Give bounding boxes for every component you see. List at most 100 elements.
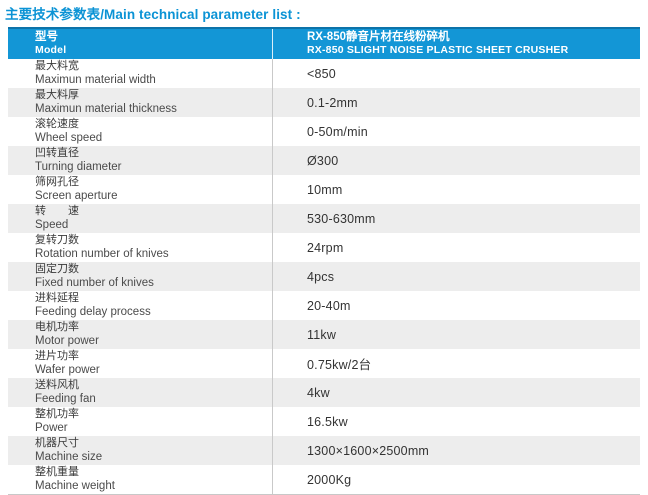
- param-label-en: Speed: [35, 218, 69, 231]
- param-value-cell: 16.5kw: [273, 407, 640, 436]
- header-model-label-cn: 型号: [35, 31, 58, 43]
- param-label-en: Power: [35, 421, 68, 434]
- param-label-cell: 最大料宽 Maximun material width: [8, 59, 273, 88]
- param-value: 16.5kw: [307, 414, 348, 429]
- param-value: Ø300: [307, 153, 339, 168]
- param-label-cell: 机器尺寸 Machine size: [8, 436, 273, 465]
- param-label-cell: 凹转直径 Turning diameter: [8, 146, 273, 175]
- param-value: 10mm: [307, 182, 343, 197]
- header-model-label-cell: 型号 Model: [8, 29, 273, 59]
- page-title: 主要技术参数表/Main technical parameter list :: [5, 7, 301, 22]
- param-label-cell: 电机功率 Motor power: [8, 320, 273, 349]
- param-value-cell: 0-50m/min: [273, 117, 640, 146]
- param-value-cell: 11kw: [273, 320, 640, 349]
- param-value-cell: 530-630mm: [273, 204, 640, 233]
- param-label-cn: 进片功率: [35, 350, 79, 362]
- table-row: 凹转直径 Turning diameter Ø300: [8, 146, 640, 175]
- param-label-cell: 固定刀数 Fixed number of knives: [8, 262, 273, 291]
- param-value-cell: 4pcs: [273, 262, 640, 291]
- param-value: 0.1-2mm: [307, 95, 358, 110]
- param-label-en: Maximun material width: [35, 73, 156, 86]
- param-value-cell: 2000Kg: [273, 465, 640, 494]
- param-label-cn: 最大料厚: [35, 89, 79, 101]
- param-value: 11kw: [307, 327, 337, 342]
- param-value-cell: 10mm: [273, 175, 640, 204]
- param-label-en: Turning diameter: [35, 160, 122, 173]
- param-label-cell: 最大料厚 Maximun material thickness: [8, 88, 273, 117]
- param-label-cell: 进片功率 Wafer power: [8, 349, 273, 378]
- param-label-cell: 进料延程 Feeding delay process: [8, 291, 273, 320]
- table-row: 进料延程 Feeding delay process 20-40m: [8, 291, 640, 320]
- param-value: <850: [307, 66, 336, 81]
- param-label-cn: 整机功率: [35, 408, 79, 420]
- param-value-cell: 0.1-2mm: [273, 88, 640, 117]
- param-label-cn: 转 速: [35, 205, 79, 217]
- param-value: 1300×1600×2500mm: [307, 443, 430, 458]
- table-row: 整机功率 Power 16.5kw: [8, 407, 640, 436]
- param-label-en: Machine size: [35, 450, 103, 463]
- param-value-cell: <850: [273, 59, 640, 88]
- table-row: 送料风机 Feeding fan 4kw: [8, 378, 640, 407]
- param-value: 24rpm: [307, 240, 344, 255]
- param-value-cell: 24rpm: [273, 233, 640, 262]
- header-model-value-en: RX-850 SLIGHT NOISE PLASTIC SHEET CRUSHE…: [307, 44, 569, 56]
- param-value-cell: 4kw: [273, 378, 640, 407]
- param-label-en: Wafer power: [35, 363, 100, 376]
- param-value: 0.75kw/2台: [307, 358, 372, 372]
- param-label-cell: 筛网孔径 Screen aperture: [8, 175, 273, 204]
- param-label-cn: 复转刀数: [35, 234, 79, 246]
- param-label-cell: 滚轮速度 Wheel speed: [8, 117, 273, 146]
- param-label-cn: 筛网孔径: [35, 176, 79, 188]
- param-label-en: Motor power: [35, 334, 99, 347]
- table-header-row: 型号 Model RX-850静音片材在线粉碎机 RX-850 SLIGHT N…: [8, 27, 640, 59]
- table-row: 最大料宽 Maximun material width <850: [8, 59, 640, 88]
- table-row: 进片功率 Wafer power 0.75kw/2台: [8, 349, 640, 378]
- table-row: 复转刀数 Rotation number of knives 24rpm: [8, 233, 640, 262]
- param-value: 0-50m/min: [307, 124, 368, 139]
- table-row: 电机功率 Motor power 11kw: [8, 320, 640, 349]
- table-row: 滚轮速度 Wheel speed 0-50m/min: [8, 117, 640, 146]
- param-label-cn: 最大料宽: [35, 60, 79, 72]
- header-model-value-cell: RX-850静音片材在线粉碎机 RX-850 SLIGHT NOISE PLAS…: [273, 29, 640, 59]
- param-label-cell: 转 速 Speed: [8, 204, 273, 233]
- param-value: 2000Kg: [307, 472, 352, 487]
- param-label-en: Maximun material thickness: [35, 102, 177, 115]
- parameter-table: 型号 Model RX-850静音片材在线粉碎机 RX-850 SLIGHT N…: [8, 27, 640, 495]
- param-label-cell: 送料风机 Feeding fan: [8, 378, 273, 407]
- param-value: 4kw: [307, 385, 330, 400]
- param-value-cell: 20-40m: [273, 291, 640, 320]
- header-model-label-en: Model: [35, 44, 67, 56]
- param-value-cell: Ø300: [273, 146, 640, 175]
- param-label-cn: 机器尺寸: [35, 437, 79, 449]
- param-label-en: Feeding fan: [35, 392, 96, 405]
- param-label-cell: 复转刀数 Rotation number of knives: [8, 233, 273, 262]
- param-label-cn: 电机功率: [35, 321, 79, 333]
- param-value-cell: 1300×1600×2500mm: [273, 436, 640, 465]
- param-value-cell: 0.75kw/2台: [273, 349, 640, 378]
- param-value: 530-630mm: [307, 211, 376, 226]
- param-label-cn: 送料风机: [35, 379, 79, 391]
- param-label-cell: 整机重量 Machine weight: [8, 465, 273, 494]
- param-label-cn: 滚轮速度: [35, 118, 79, 130]
- table-body: 最大料宽 Maximun material width <850 最大料厚 Ma…: [8, 59, 640, 495]
- param-label-en: Feeding delay process: [35, 305, 151, 318]
- table-row: 固定刀数 Fixed number of knives 4pcs: [8, 262, 640, 291]
- param-label-en: Screen aperture: [35, 189, 118, 202]
- table-row: 最大料厚 Maximun material thickness 0.1-2mm: [8, 88, 640, 117]
- param-label-cell: 整机功率 Power: [8, 407, 273, 436]
- param-value: 20-40m: [307, 298, 351, 313]
- param-label-en: Wheel speed: [35, 131, 103, 144]
- table-row: 整机重量 Machine weight 2000Kg: [8, 465, 640, 494]
- table-row: 筛网孔径 Screen aperture 10mm: [8, 175, 640, 204]
- param-label-cn: 进料延程: [35, 292, 79, 304]
- table-row: 机器尺寸 Machine size 1300×1600×2500mm: [8, 436, 640, 465]
- param-label-cn: 凹转直径: [35, 147, 79, 159]
- param-label-en: Rotation number of knives: [35, 247, 169, 260]
- param-label-en: Fixed number of knives: [35, 276, 154, 289]
- param-label-en: Machine weight: [35, 479, 115, 492]
- table-row: 转 速 Speed 530-630mm: [8, 204, 640, 233]
- param-label-cn: 固定刀数: [35, 263, 79, 275]
- header-model-value-cn: RX-850静音片材在线粉碎机: [307, 31, 450, 43]
- param-value: 4pcs: [307, 269, 335, 284]
